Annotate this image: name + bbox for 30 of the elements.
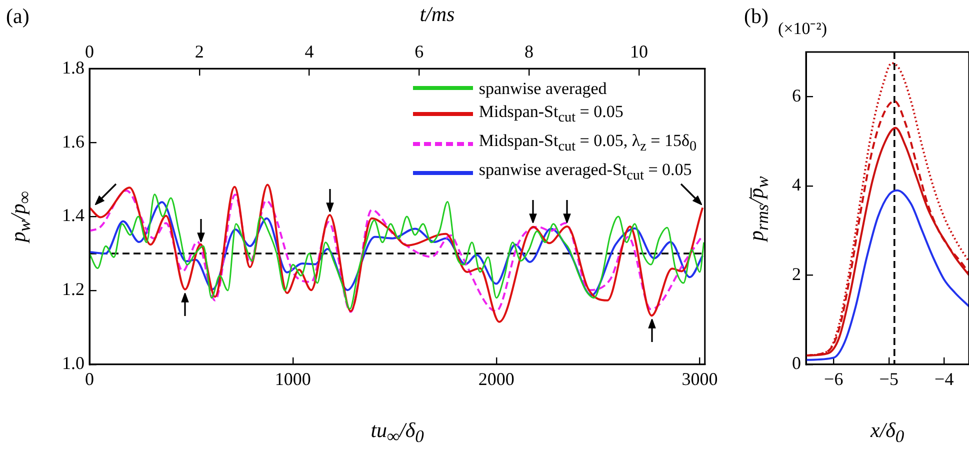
x-tick-label: −4 — [934, 368, 954, 389]
y-tick-label: 4 — [792, 174, 801, 195]
x2-tick-label: 4 — [304, 42, 314, 62]
y-tick-label: 1.2 — [62, 279, 84, 300]
y-tick-label: 1.6 — [62, 131, 84, 152]
x-tick-label: 1000 — [274, 368, 311, 389]
chart-title: (b) — [744, 4, 768, 29]
y-tick-label: 1.8 — [62, 57, 84, 78]
y-tick-label: 0 — [792, 353, 801, 374]
legend-label: spanwise averaged-St$_{cut}$ = 0.05 — [478, 159, 692, 186]
x2-tick-label: 2 — [194, 42, 204, 62]
text: (×10⁻²) — [778, 18, 828, 39]
x-axis-title: tu$_{∞}$/δ$_{0}$ — [370, 418, 424, 447]
x2-tick-label: 8 — [524, 42, 534, 62]
legend-label: spanwise averaged — [478, 78, 607, 100]
legend-label: Midspan-St$_{cut}$ = 0.05 — [478, 100, 624, 127]
y-tick-label: 2 — [792, 264, 801, 284]
legend-label: Midspan-St$_{cut}$ = 0.05, λ$_{z}$ = 15δ$_{0}$ — [478, 130, 697, 156]
y-tick-label: 6 — [792, 85, 801, 106]
x-tick-label: 3000 — [682, 368, 718, 389]
x2-tick-label: 10 — [630, 42, 648, 62]
x-tick-label: 2000 — [478, 368, 514, 389]
y-tick-label: 1.0 — [62, 353, 84, 374]
x-tick-label: −6 — [824, 368, 844, 389]
x2-tick-label: 6 — [414, 42, 424, 62]
y-tick-label: 1.4 — [62, 205, 84, 226]
x-tick-label: −5 — [879, 368, 898, 389]
chart-title: (a) — [6, 4, 30, 29]
x2-axis-title: t/ms — [420, 2, 455, 26]
x-axis-title: x/δ$_{0}$ — [870, 418, 904, 447]
